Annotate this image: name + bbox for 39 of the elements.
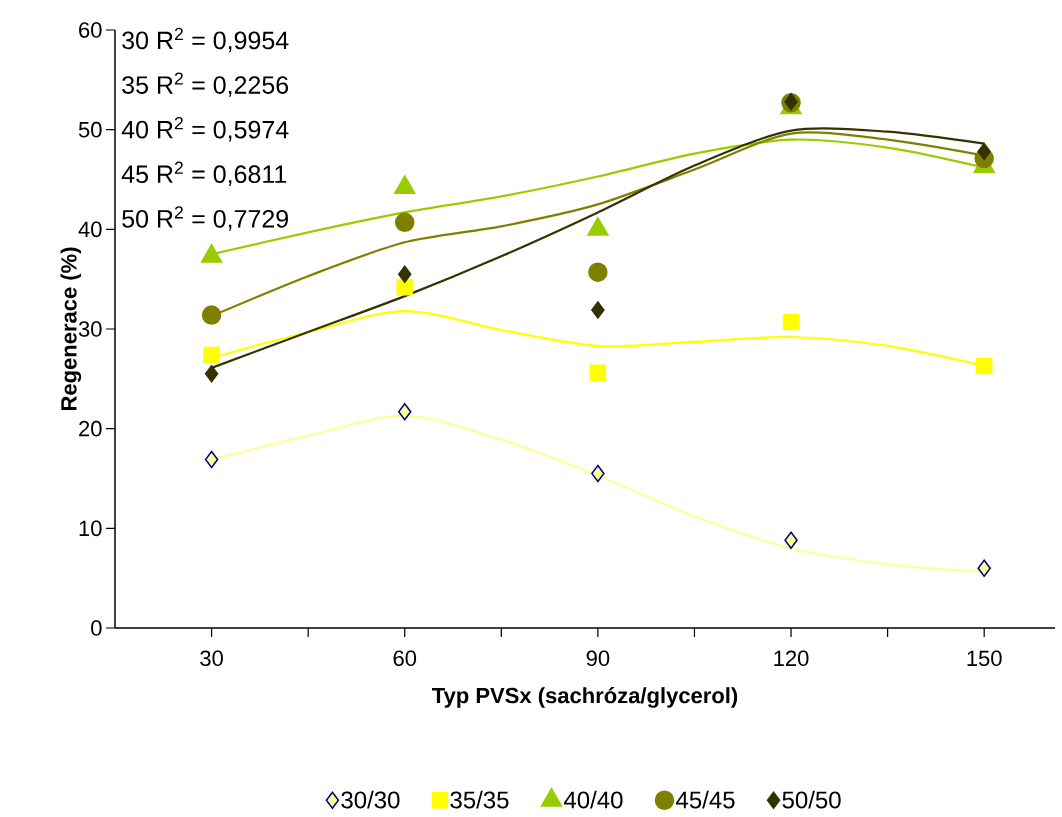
x-tick-label: 30	[200, 650, 223, 667]
x-tick-label: 120	[774, 650, 809, 667]
point	[201, 305, 222, 325]
y-tick-label: 0	[91, 620, 102, 636]
legend-label: 35/35	[450, 790, 509, 809]
annotation: 35 R$^{2}$ = 0,2256	[122, 72, 289, 97]
point	[591, 464, 605, 483]
point	[784, 531, 798, 550]
y-tick-label: 10	[79, 520, 102, 537]
point	[397, 265, 412, 283]
y-tick-label: 40	[78, 221, 102, 238]
point	[203, 346, 220, 364]
x-axis-title: Typ PVSx (sachróza/glycerol)	[432, 686, 738, 708]
point	[204, 365, 219, 383]
point	[589, 364, 607, 382]
point	[977, 142, 991, 161]
point	[591, 301, 605, 319]
point	[394, 212, 415, 233]
point	[782, 313, 800, 331]
point	[204, 450, 219, 469]
x-tick-label: 90	[586, 650, 610, 667]
y-tick-label: 50	[78, 121, 102, 138]
annotation: 45 R$^{2}$ = 0,6811	[121, 161, 287, 187]
point	[588, 262, 608, 282]
y-tick-label: 60	[79, 22, 102, 38]
annotation: 30 R$^{2}$ = 0,9954	[122, 27, 289, 53]
point	[977, 559, 991, 577]
point	[396, 278, 413, 296]
x-tick-label: 60	[393, 650, 417, 667]
point	[397, 402, 412, 421]
legend-label: 30/30	[341, 790, 400, 809]
annotation: 50 R$^{2}$ = 0,7729	[122, 206, 288, 231]
x-tick-label: 150	[967, 650, 1002, 667]
legend-label: 40/40	[563, 790, 623, 809]
legend-label: 50/50	[782, 790, 841, 809]
legend-label: 45/45	[676, 790, 735, 809]
y-tick-label: 20	[79, 420, 102, 437]
point	[975, 357, 993, 375]
annotation: 40 R$^{2}$ = 0,5974	[121, 116, 289, 142]
